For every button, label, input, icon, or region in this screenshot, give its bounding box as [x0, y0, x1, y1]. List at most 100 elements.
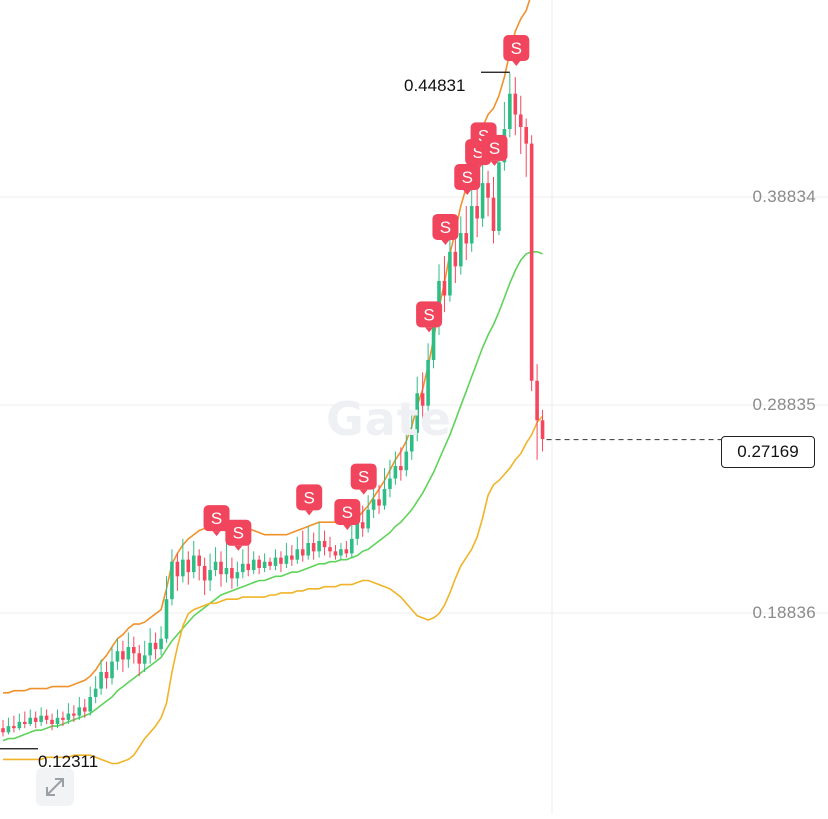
candle — [469, 189, 474, 252]
sell-signal-label: S — [472, 143, 483, 162]
candle-body — [104, 671, 109, 679]
candle — [257, 555, 261, 575]
candle-body — [279, 557, 283, 564]
sell-signal-box — [296, 484, 323, 511]
candle-body — [420, 393, 425, 406]
candle — [121, 640, 125, 672]
sell-signal-label: S — [462, 168, 473, 187]
candle-body — [262, 561, 267, 568]
candle — [197, 549, 201, 581]
candle-body — [415, 393, 419, 433]
candle-body — [110, 661, 114, 679]
sell-signal-badge: S — [334, 498, 361, 530]
candle-body — [219, 561, 223, 575]
candle-body — [230, 567, 234, 579]
candle — [17, 713, 22, 731]
sell-signal-pointer — [512, 61, 521, 67]
sell-signal-label: S — [342, 503, 353, 522]
candle-body — [132, 647, 136, 654]
candle-body — [453, 251, 458, 267]
candle-body — [61, 717, 65, 720]
candle — [426, 343, 430, 412]
candle — [191, 540, 196, 579]
candle-body — [23, 721, 27, 724]
candle — [142, 640, 147, 672]
candle — [12, 715, 16, 733]
candle — [382, 468, 387, 510]
candle-body — [55, 717, 60, 724]
candle — [328, 536, 332, 558]
candle-body — [235, 572, 240, 579]
candle — [230, 557, 234, 589]
sell-signal-pointer — [212, 531, 221, 537]
sell-signal-badge: S — [296, 484, 323, 516]
candle-body — [202, 565, 207, 581]
candle-body — [28, 717, 33, 724]
sell-signal-badge: S — [503, 35, 530, 67]
candle-body — [12, 726, 16, 729]
candle — [181, 538, 185, 583]
candle — [388, 459, 392, 498]
candle-body — [1, 728, 5, 733]
candle — [202, 557, 207, 596]
candle — [464, 206, 469, 261]
candle — [415, 376, 419, 442]
price-axis-label: 0.18836 — [752, 603, 816, 622]
sell-signal-badge: S — [350, 463, 377, 495]
sell-signal-box — [334, 498, 361, 525]
candle-body — [382, 488, 387, 506]
candle-body — [388, 478, 392, 489]
sell-signal-box — [481, 134, 508, 161]
sell-signal-box — [225, 519, 252, 546]
gate-watermark: Gate — [326, 392, 452, 446]
candle-body — [344, 549, 349, 554]
candle-body — [181, 559, 185, 577]
candle-body — [290, 555, 294, 560]
candle — [110, 647, 114, 685]
candle — [1, 719, 5, 737]
candle-body — [431, 324, 436, 360]
candle — [420, 372, 425, 421]
candle — [524, 118, 528, 177]
candle-body — [377, 499, 381, 506]
sell-signal-pointer — [343, 524, 352, 530]
candle-body — [311, 543, 316, 552]
candle-body — [459, 233, 463, 267]
expand-chart-button[interactable] — [36, 768, 74, 806]
candle — [377, 484, 381, 514]
candle — [66, 703, 71, 724]
candle — [241, 549, 245, 579]
candle — [219, 551, 223, 587]
sell-signal-badge: S — [416, 301, 443, 333]
high-price-marker: 0.44831 — [404, 76, 466, 95]
sell-signal-label: S — [211, 509, 222, 528]
candle-body — [350, 538, 354, 554]
candle-body — [93, 688, 98, 697]
candle-body — [518, 114, 523, 127]
candle — [72, 705, 76, 722]
candle — [186, 551, 191, 585]
candle-body — [88, 696, 92, 712]
sell-signal-pointer — [490, 160, 499, 166]
candle-body — [409, 432, 414, 452]
candle-body — [191, 555, 196, 573]
candle-body — [497, 162, 501, 231]
sell-signal-label: S — [511, 39, 522, 58]
candle-body — [393, 466, 398, 479]
candle-body — [475, 206, 479, 219]
candle-body — [284, 555, 289, 564]
candle — [148, 628, 152, 664]
candle — [213, 547, 218, 577]
candle-body — [448, 251, 452, 296]
candle-body — [66, 713, 71, 720]
candle-body — [404, 451, 409, 471]
candle-body — [77, 707, 82, 716]
candle-body — [224, 567, 229, 575]
candle — [333, 545, 338, 560]
sell-signal-label: S — [423, 305, 434, 324]
candle-body — [535, 380, 539, 421]
sell-signal-badge: S — [481, 134, 508, 166]
candle-body — [355, 522, 360, 539]
